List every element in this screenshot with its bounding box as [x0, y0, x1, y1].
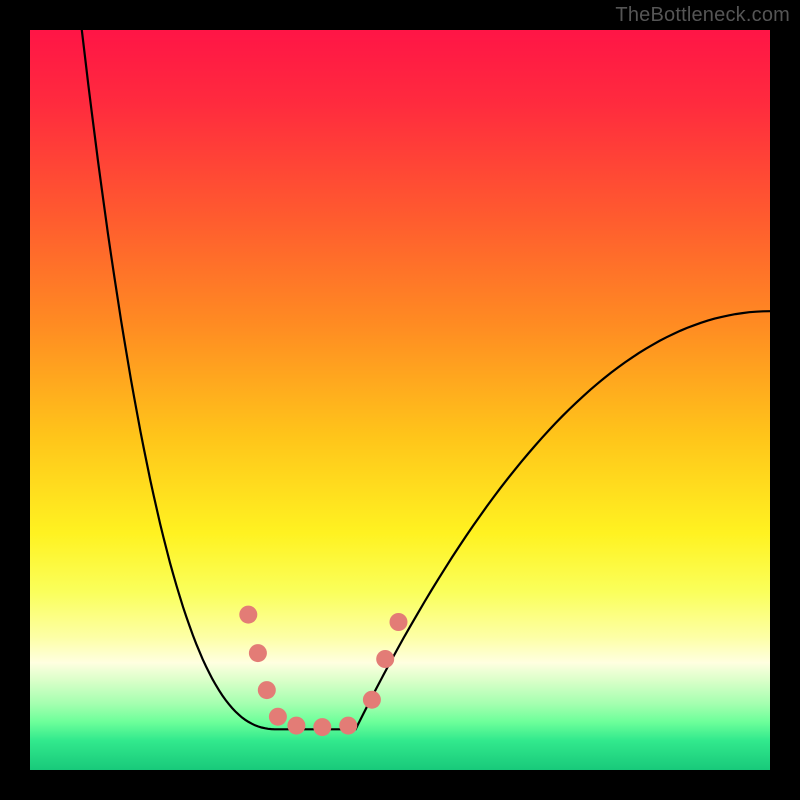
marker-dot [376, 650, 394, 668]
marker-dot [269, 708, 287, 726]
marker-dot [249, 644, 267, 662]
watermark-text: TheBottleneck.com [615, 4, 790, 27]
gradient-plot-area [30, 30, 770, 770]
marker-dot [258, 681, 276, 699]
marker-dot [287, 717, 305, 735]
bottleneck-chart-svg [0, 0, 800, 800]
chart-container: TheBottleneck.com [0, 0, 800, 800]
marker-dot [313, 718, 331, 736]
marker-dot [363, 691, 381, 709]
marker-dot [339, 717, 357, 735]
marker-dot [239, 606, 257, 624]
marker-dot [390, 613, 408, 631]
